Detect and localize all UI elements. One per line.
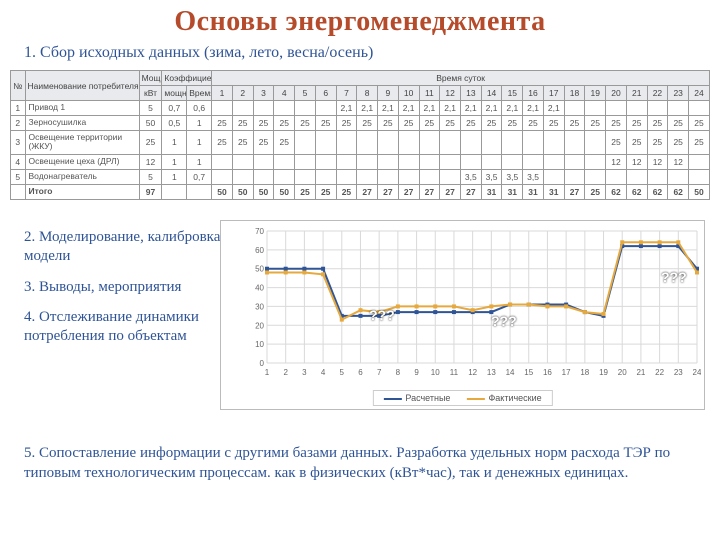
th-hour: 14: [481, 86, 502, 101]
svg-text:23: 23: [674, 368, 683, 377]
th-num: №: [11, 71, 26, 101]
th-hour: 15: [502, 86, 523, 101]
th-hour: 22: [647, 86, 668, 101]
svg-text:17: 17: [562, 368, 571, 377]
th-hour: 11: [419, 86, 440, 101]
legend-label-2: Фактические: [488, 393, 541, 403]
table-row: 1Привод 150,70,62,12,12,12,12,12,12,12,1…: [11, 101, 710, 116]
svg-text:9: 9: [414, 368, 419, 377]
svg-text:40: 40: [255, 284, 264, 293]
step-5: 5. Сопоставление информации с другими ба…: [24, 444, 696, 483]
svg-text:50: 50: [255, 265, 264, 274]
svg-text:24: 24: [693, 368, 701, 377]
svg-text:6: 6: [358, 368, 363, 377]
th-hour: 8: [357, 86, 378, 101]
svg-text:1: 1: [265, 368, 270, 377]
th-km: мощн: [162, 86, 187, 101]
svg-text:21: 21: [636, 368, 645, 377]
legend-label-1: Расчетные: [405, 393, 450, 403]
th-hour: 18: [564, 86, 585, 101]
svg-text:15: 15: [524, 368, 533, 377]
table-row: 2Зерносушилка500,51252525252525252525252…: [11, 116, 710, 131]
th-hour: 3: [253, 86, 274, 101]
th-power: Мощн: [139, 71, 162, 86]
th-coef: Коэффициент использов.: [162, 71, 212, 86]
th-hour: 4: [274, 86, 295, 101]
th-hour: 6: [315, 86, 336, 101]
consumers-table: № Наименование потребителя (привода, обо…: [10, 70, 710, 200]
th-hour: 21: [626, 86, 647, 101]
th-hour: 23: [668, 86, 689, 101]
svg-text:60: 60: [255, 246, 264, 255]
svg-text:20: 20: [255, 321, 264, 330]
svg-text:19: 19: [599, 368, 608, 377]
svg-text:30: 30: [255, 302, 264, 311]
svg-text:5: 5: [340, 368, 345, 377]
th-hour: 20: [606, 86, 627, 101]
svg-text:12: 12: [468, 368, 477, 377]
table-total: Итого97505050502525252727272727273131313…: [11, 184, 710, 199]
svg-text:22: 22: [655, 368, 664, 377]
th-hour: 12: [440, 86, 461, 101]
svg-text:10: 10: [255, 340, 264, 349]
svg-text:8: 8: [396, 368, 401, 377]
legend-item-2: Фактические: [466, 393, 541, 403]
th-hour: 13: [460, 86, 481, 101]
load-chart: 0102030405060701234567891011121314151617…: [220, 220, 705, 410]
svg-text:18: 18: [580, 368, 589, 377]
annotation-2: ???: [491, 313, 517, 329]
svg-text:16: 16: [543, 368, 552, 377]
th-time: Время суток: [212, 71, 710, 86]
chart-legend: Расчетные Фактические: [372, 390, 552, 406]
th-hour: 19: [585, 86, 606, 101]
step-4: 4. Отслеживание динамики потребления по …: [24, 308, 224, 346]
th-hour: 9: [378, 86, 399, 101]
th-hour: 2: [232, 86, 253, 101]
chart-plot: 0102030405060701234567891011121314151617…: [249, 227, 701, 377]
annotation-3: ???: [661, 269, 687, 285]
th-hour: 17: [543, 86, 564, 101]
steps-list: 2. Моделирование, калибровка модели 3. В…: [24, 228, 224, 358]
th-hour: 5: [295, 86, 316, 101]
th-hour: 10: [398, 86, 419, 101]
swatch-icon: [383, 398, 401, 400]
table-row: 3Освещение территории (ЖКУ)2511252525252…: [11, 131, 710, 155]
svg-text:7: 7: [377, 368, 382, 377]
svg-text:3: 3: [302, 368, 307, 377]
swatch-icon: [466, 398, 484, 400]
th-hour: 1: [212, 86, 233, 101]
step-2: 2. Моделирование, калибровка модели: [24, 228, 224, 266]
svg-text:10: 10: [431, 368, 440, 377]
svg-text:14: 14: [506, 368, 515, 377]
table-row: 5Водонагреватель510,73,53,53,53,5: [11, 169, 710, 184]
svg-text:70: 70: [255, 227, 264, 236]
svg-text:20: 20: [618, 368, 627, 377]
svg-text:0: 0: [260, 359, 265, 368]
annotation-1: ???: [369, 307, 395, 323]
svg-text:11: 11: [450, 368, 459, 377]
th-name: Наименование потребителя (привода, обору…: [25, 71, 139, 101]
svg-text:4: 4: [321, 368, 326, 377]
step-3: 3. Выводы, мероприятия: [24, 278, 224, 297]
table-row: 4Освещение цеха (ДРЛ)121112121212: [11, 154, 710, 169]
th-hour: 24: [689, 86, 710, 101]
th-hour: 16: [523, 86, 544, 101]
page-title: Основы энергоменеджмента: [0, 6, 720, 38]
step-1: 1. Сбор исходных данных (зима, лето, вес…: [24, 44, 373, 62]
th-hour: 7: [336, 86, 357, 101]
th-kt: Время: [187, 86, 212, 101]
legend-item-1: Расчетные: [383, 393, 450, 403]
svg-text:13: 13: [487, 368, 496, 377]
svg-text:2: 2: [283, 368, 288, 377]
th-kw: кВт: [139, 86, 162, 101]
